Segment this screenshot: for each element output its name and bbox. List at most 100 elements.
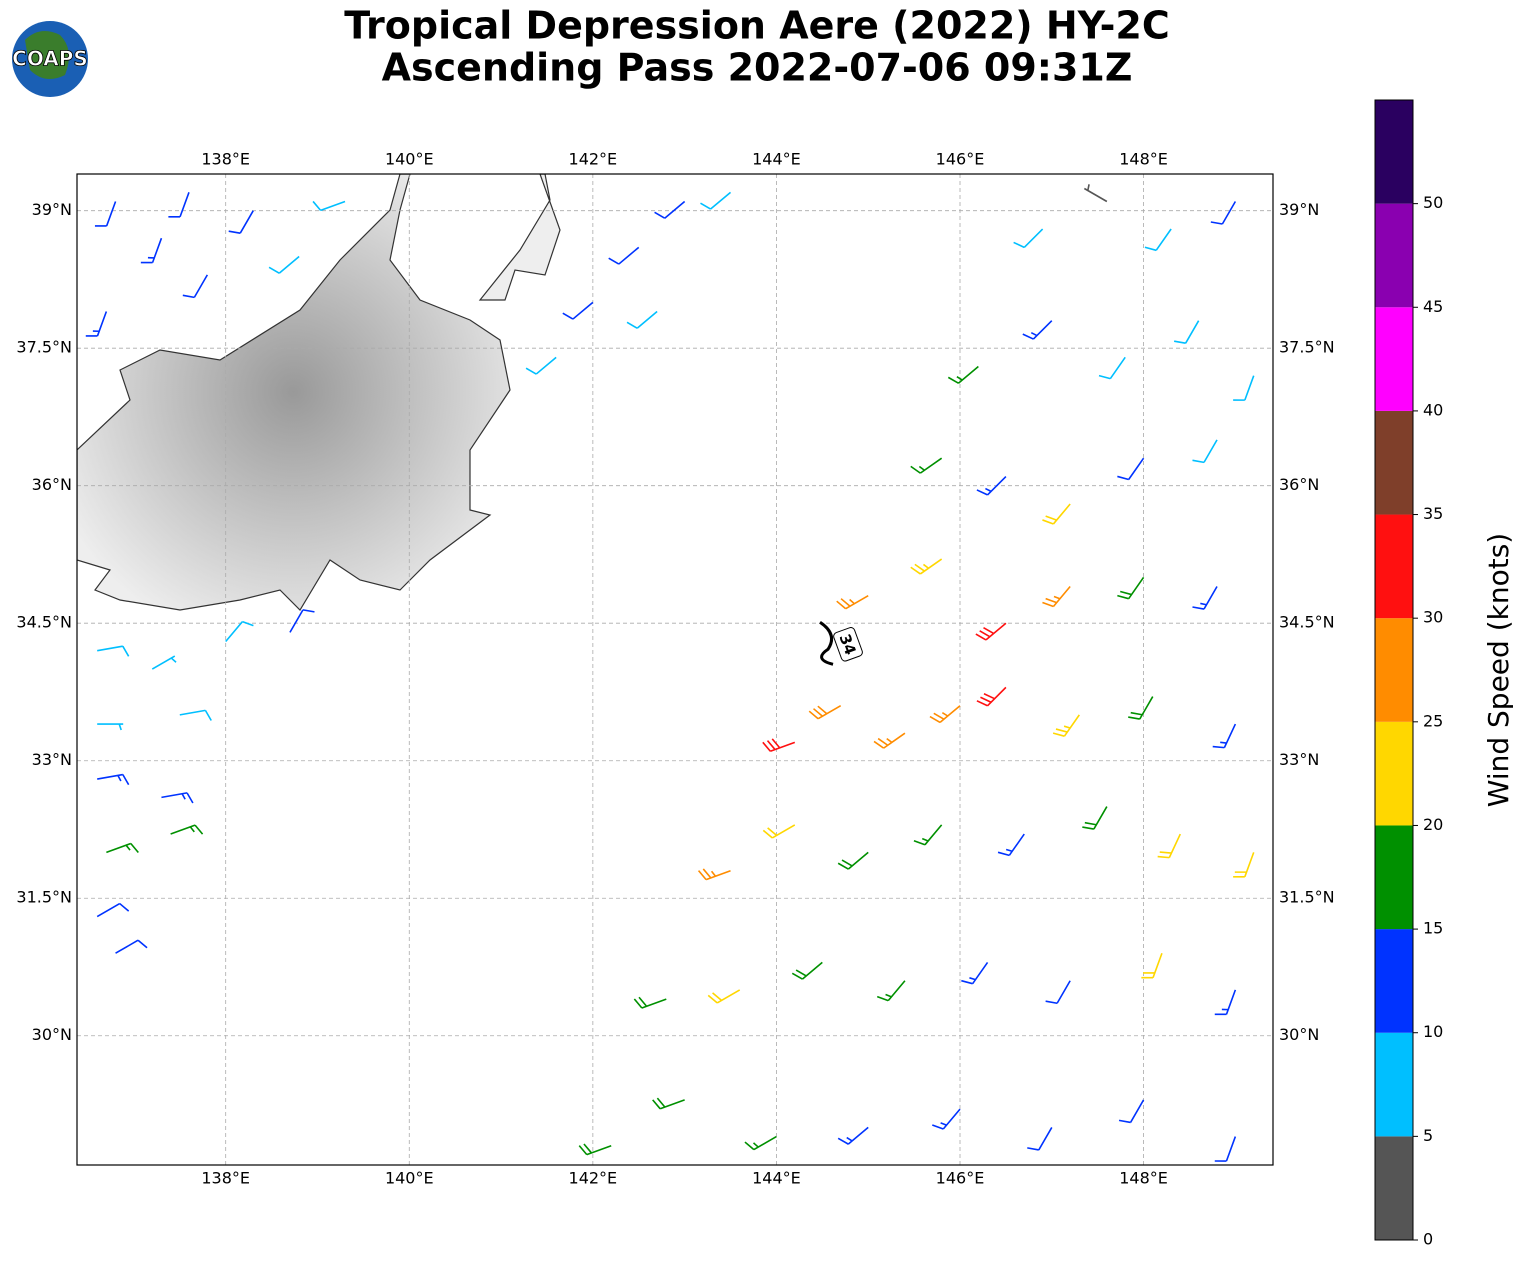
colorbar-band [1375, 929, 1413, 1033]
barbs [85, 184, 1255, 1162]
wind-barb [700, 191, 732, 210]
wind-barb [654, 200, 686, 219]
wind-barb [168, 192, 190, 218]
wind-barb [94, 201, 117, 227]
wind-barb [1118, 1099, 1145, 1124]
colorbar-band [1375, 203, 1413, 308]
wind-barb [913, 824, 943, 846]
wind-barb [312, 200, 346, 212]
x-tick-label: 144°E [752, 150, 801, 169]
y-tick-label: 37.5°N [1279, 338, 1335, 357]
wind-barb [1117, 576, 1145, 600]
wind-barb [578, 1143, 612, 1156]
colorbar-tick-label: 45 [1423, 297, 1443, 316]
wind-barb [1022, 320, 1053, 340]
colorbar-band [1375, 618, 1413, 722]
wind-barb [1212, 723, 1237, 749]
colorbar-tick-label: 5 [1423, 1126, 1433, 1145]
grid [77, 174, 1273, 1165]
colorbar-band [1375, 410, 1413, 515]
wind-barb [873, 732, 906, 749]
colorbar-band [1375, 825, 1413, 930]
wind-barb [96, 902, 130, 918]
wind-barb [633, 996, 667, 1009]
colorbar-band [1375, 307, 1413, 411]
x-tick-label: 138°E [201, 1169, 250, 1188]
y-tick-label: 31.5°N [16, 888, 72, 907]
chart-title: Tropical Depression Aere (2022) HY-2C [344, 4, 1169, 48]
x-tick-label: 148°E [1119, 1169, 1168, 1188]
wind-barb [1042, 586, 1071, 608]
y-tick-label: 39°N [32, 200, 72, 219]
wind-barb [1042, 503, 1071, 525]
wind-barb [1052, 714, 1080, 737]
x-tick-label: 138°E [201, 150, 250, 169]
wind-barb [744, 1135, 777, 1151]
wind-barb [140, 237, 163, 264]
wind-barb [836, 595, 869, 610]
wind-barb [1082, 806, 1108, 830]
wind-barb [182, 274, 209, 299]
wind-barb [975, 622, 1007, 641]
wind-barb [697, 868, 731, 881]
colorbar-tick-label: 15 [1423, 919, 1443, 938]
wind-barb [791, 961, 823, 980]
wind-barb [525, 356, 557, 375]
y-tick-label: 34.5°N [16, 613, 72, 632]
wind-barb [1045, 980, 1071, 1005]
colorbar-band [1375, 100, 1413, 204]
wind-barb [876, 980, 906, 1002]
wind-barb [1192, 586, 1218, 610]
colorbar-tick-label: 50 [1423, 193, 1443, 212]
wind-barb [97, 645, 130, 657]
wind-barb [1013, 228, 1044, 249]
x-tick-label: 144°E [752, 1169, 801, 1188]
wind-barb [268, 255, 300, 274]
wind-barb [1128, 696, 1154, 720]
land [478, 174, 561, 301]
x-tick-label: 140°E [385, 1169, 434, 1188]
wind-barb [929, 705, 961, 724]
storm-label: 34 [833, 627, 863, 662]
wind-barb [1233, 852, 1255, 878]
y-tick-label: 33°N [32, 750, 72, 769]
wind-barb [106, 842, 139, 854]
wind-barb [932, 1108, 961, 1130]
wind-barb [808, 705, 842, 720]
wind-barb [170, 824, 204, 835]
wind-barb [1192, 439, 1218, 464]
wind-barb [961, 961, 989, 985]
wind-barb [1027, 1127, 1053, 1151]
wind-barb [626, 310, 658, 329]
wind-barb [976, 475, 1007, 496]
wind-barb [97, 773, 130, 786]
y-tick-label: 33°N [1279, 750, 1319, 769]
colorbar-tick-label: 0 [1423, 1230, 1433, 1249]
wind-barb [228, 210, 254, 234]
wind-barb [161, 792, 194, 804]
wind-barb [910, 457, 943, 474]
wind-barb [1098, 356, 1126, 380]
x-tick-label: 140°E [385, 150, 434, 169]
wind-barb [225, 620, 254, 643]
wind-barb [976, 686, 1007, 707]
wind-barb [947, 365, 979, 384]
colorbar-label: Wind Speed (knots) [1482, 533, 1513, 807]
wind-barb [910, 558, 943, 575]
y-tick-label: 36°N [1279, 475, 1319, 494]
wind-barb [179, 709, 212, 721]
wind-barb [97, 723, 124, 731]
x-tick-label: 146°E [936, 150, 985, 169]
wind-barb [1117, 457, 1145, 481]
wind-barb [707, 989, 741, 1004]
wind-barb [1233, 375, 1255, 401]
wind-barb [762, 824, 796, 839]
colorbar-band [1375, 514, 1413, 619]
logo-text: COAPS [12, 47, 88, 71]
colorbar-tick-label: 30 [1423, 608, 1443, 627]
wind-barb [151, 655, 177, 670]
y-tick-label: 37.5°N [16, 338, 72, 357]
wind-barb [1214, 989, 1237, 1016]
wind-barb [837, 1126, 869, 1145]
